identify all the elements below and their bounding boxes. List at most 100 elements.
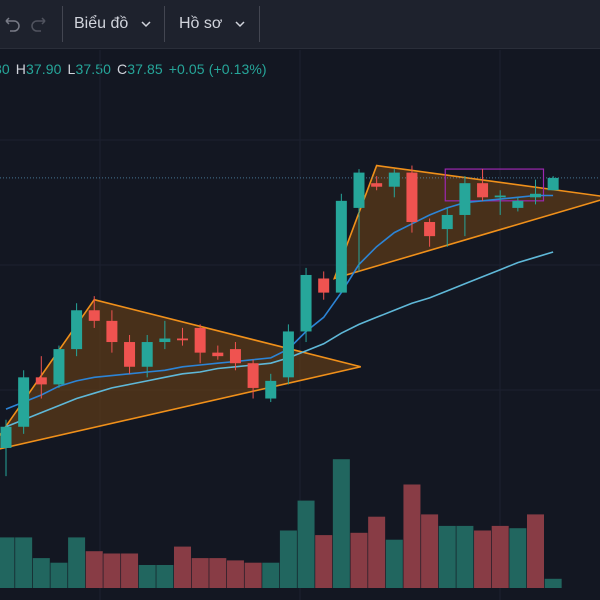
- candle-body: [0, 426, 12, 448]
- volume-bar: [50, 562, 68, 588]
- candle: [141, 334, 153, 378]
- price-chart[interactable]: [0, 50, 600, 600]
- candle: [71, 303, 83, 357]
- candle-body: [194, 327, 206, 353]
- profile-menu-button[interactable]: Hồ sơ: [179, 0, 246, 48]
- candle-body: [318, 278, 330, 293]
- candle: [229, 342, 241, 371]
- candle: [512, 197, 524, 212]
- volume-bar: [138, 565, 156, 588]
- volume-bar: [421, 514, 439, 588]
- volume-bar: [174, 546, 191, 588]
- candle: [124, 334, 136, 374]
- candle-body: [388, 172, 400, 187]
- candle-body: [229, 349, 241, 364]
- candle: [530, 179, 541, 205]
- candle: [353, 169, 365, 272]
- candle-body: [459, 183, 471, 215]
- candle-body: [53, 349, 65, 385]
- volume-bar: [438, 525, 456, 588]
- candle: [406, 165, 418, 233]
- candle-body: [159, 338, 171, 343]
- volume-bar: [527, 514, 544, 588]
- volume-bar: [191, 558, 209, 588]
- candle-body: [18, 377, 30, 427]
- candle: [0, 419, 12, 477]
- volume-bar: [315, 535, 333, 588]
- change-value: +0.05: [168, 61, 205, 77]
- candle-body: [547, 177, 559, 191]
- candle: [159, 320, 171, 350]
- redo-icon: [31, 17, 46, 32]
- candle: [106, 310, 118, 353]
- chart-menu-label: Biểu đồ: [74, 15, 129, 32]
- volume-bar: [0, 537, 15, 588]
- chevron-down-icon: [235, 21, 245, 28]
- candle-body: [88, 310, 100, 321]
- candle: [53, 345, 65, 388]
- candle: [441, 207, 453, 247]
- volume-bar: [456, 525, 474, 588]
- open-value: 30: [0, 61, 10, 77]
- close-value: 37.85: [127, 61, 163, 77]
- redo-button[interactable]: [30, 0, 50, 48]
- candle-body: [494, 195, 506, 198]
- high-value: 37.90: [26, 61, 62, 77]
- candle: [194, 324, 206, 364]
- candle: [424, 218, 436, 247]
- volume-bar: [226, 560, 244, 588]
- volume-bar: [244, 562, 262, 588]
- candle: [212, 345, 224, 360]
- toolbar-divider: [164, 6, 165, 42]
- candle-body: [247, 363, 259, 388]
- candle-body: [71, 310, 83, 350]
- candle: [318, 271, 330, 300]
- candle: [88, 296, 100, 328]
- candle: [477, 169, 489, 201]
- volume-bar: [368, 516, 386, 588]
- volume-bar: [15, 537, 33, 588]
- volume-bar: [279, 530, 297, 588]
- ohlc-legend: 30 H37.90 L37.50 C37.85 +0.05 (+0.13%): [0, 61, 267, 77]
- candle: [335, 193, 347, 293]
- top-toolbar: Biểu đồ Hồ sơ: [0, 0, 600, 49]
- chart-menu-button[interactable]: Biểu đồ: [74, 0, 152, 48]
- volume-bar: [209, 558, 227, 588]
- candle-body: [512, 200, 524, 208]
- candle-body: [424, 222, 436, 237]
- candle-layer: [0, 165, 559, 477]
- volume-layer: [0, 50, 600, 600]
- triangle-pattern: [332, 164, 600, 280]
- volume-bar: [491, 525, 509, 588]
- chevron-down-icon: [141, 21, 151, 28]
- candle-body: [177, 338, 188, 341]
- candle-body: [141, 342, 153, 367]
- volume-bar: [68, 537, 86, 588]
- volume-bar: [262, 562, 280, 588]
- low-key: L: [67, 61, 76, 77]
- highlight-box: [444, 168, 545, 202]
- volume-bar: [403, 484, 421, 588]
- candle-body: [406, 172, 418, 223]
- high-key: H: [15, 61, 26, 77]
- volume-bar: [297, 500, 315, 588]
- candle: [177, 327, 188, 346]
- volume-bar: [385, 539, 403, 588]
- candle: [300, 267, 312, 343]
- candle-body: [371, 183, 383, 187]
- volume-bar: [121, 553, 139, 588]
- undo-button[interactable]: [2, 0, 22, 48]
- candle-body: [353, 172, 365, 208]
- candle-body: [300, 274, 312, 332]
- candle: [459, 176, 471, 237]
- close-key: C: [116, 61, 128, 77]
- ma-slow-line: [5, 251, 554, 428]
- volume-bar: [332, 459, 350, 588]
- candle: [247, 359, 259, 399]
- candle-body: [106, 320, 118, 343]
- candle: [265, 373, 277, 403]
- candle: [547, 176, 559, 191]
- change-percent: (+0.13%): [208, 61, 267, 77]
- profile-menu-label: Hồ sơ: [179, 15, 223, 32]
- volume-bar: [156, 565, 174, 588]
